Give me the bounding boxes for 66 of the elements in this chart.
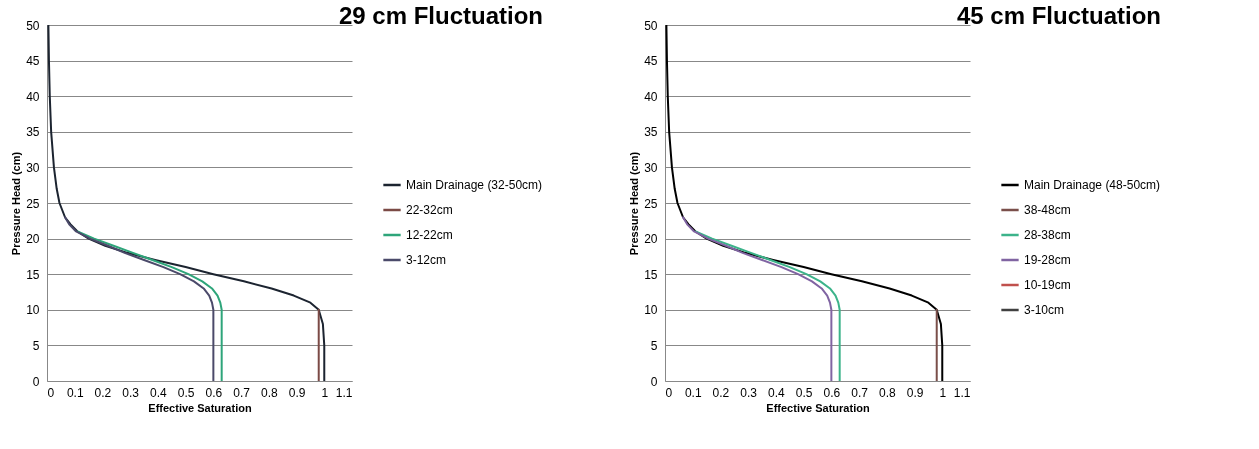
y-tick-label: 20 (26, 232, 40, 247)
legend-label: 38-48cm (1024, 203, 1071, 217)
x-tick-label: 0.2 (94, 385, 112, 400)
y-tick-label: 50 (26, 18, 40, 33)
y-tick-label: 15 (644, 267, 658, 282)
y-tick-label: 25 (644, 196, 658, 211)
x-tick-label: 0.7 (851, 385, 869, 400)
y-tick-label: 35 (644, 125, 658, 140)
x-tick-label: 0.1 (66, 385, 84, 400)
x-tick-label: 0.9 (906, 385, 924, 400)
line-series (64, 216, 215, 381)
y-tick-label: 35 (26, 125, 40, 140)
legend-label: 28-38cm (1024, 228, 1071, 242)
y-axis-title: Pressure Head (cm) (628, 151, 641, 256)
legend-label: 3-10cm (1024, 303, 1065, 317)
x-tick-label: 1 (939, 385, 947, 400)
x-tick-label: 1.1 (953, 385, 971, 400)
x-tick-label: 0.8 (878, 385, 896, 400)
line-series (76, 230, 223, 381)
y-tick-label: 40 (26, 89, 40, 104)
line-series (682, 216, 833, 381)
y-tick-label: 0 (650, 374, 658, 389)
x-tick-label: 0 (665, 385, 673, 400)
y-tick-label: 20 (644, 232, 658, 247)
y-tick-label: 5 (32, 338, 40, 353)
legend-label: Main Drainage (32-50cm) (406, 178, 543, 192)
y-tick-label: 30 (644, 160, 658, 175)
x-tick-label: 0.3 (122, 385, 140, 400)
x-tick-label: 0 (47, 385, 55, 400)
x-tick-label: 0.7 (233, 385, 251, 400)
legend-label: Main Drainage (48-50cm) (1024, 178, 1161, 192)
x-tick-label: 0.6 (823, 385, 841, 400)
x-tick-label: 0.5 (177, 385, 195, 400)
legend-label: 10-19cm (1024, 278, 1071, 292)
x-tick-label: 0.3 (740, 385, 758, 400)
x-axis-title: Effective Saturation (766, 401, 870, 414)
legend-label: 22-32cm (406, 203, 453, 217)
y-tick-label: 50 (644, 18, 658, 33)
legend-label: 19-28cm (1024, 253, 1071, 267)
legend-label: 3-12cm (406, 253, 447, 267)
y-tick-label: 15 (26, 267, 40, 282)
x-tick-label: 0.2 (712, 385, 730, 400)
y-axis-title: Pressure Head (cm) (10, 151, 23, 256)
x-tick-label: 0.5 (795, 385, 813, 400)
y-tick-label: 10 (644, 303, 658, 318)
y-tick-label: 10 (26, 303, 40, 318)
y-tick-label: 45 (26, 54, 40, 69)
x-tick-label: 0.4 (768, 385, 786, 400)
y-tick-label: 30 (26, 160, 40, 175)
y-tick-label: 5 (650, 338, 658, 353)
x-tick-label: 0.8 (260, 385, 278, 400)
text: 45 cm Fluctuation (956, 2, 1161, 29)
x-tick-label: 0.9 (288, 385, 306, 400)
x-tick-label: 0.6 (205, 385, 223, 400)
x-tick-label: 1.1 (335, 385, 353, 400)
y-tick-label: 45 (644, 54, 658, 69)
x-tick-label: 0.1 (684, 385, 702, 400)
x-axis-title: Effective Saturation (148, 401, 252, 414)
y-tick-label: 40 (644, 89, 658, 104)
x-tick-label: 0.4 (150, 385, 168, 400)
line-series (694, 230, 841, 381)
text: 29 cm Fluctuation (338, 2, 543, 29)
legend-label: 12-22cm (406, 228, 453, 242)
y-tick-label: 25 (26, 196, 40, 211)
y-tick-label: 0 (32, 374, 40, 389)
x-tick-label: 1 (321, 385, 329, 400)
